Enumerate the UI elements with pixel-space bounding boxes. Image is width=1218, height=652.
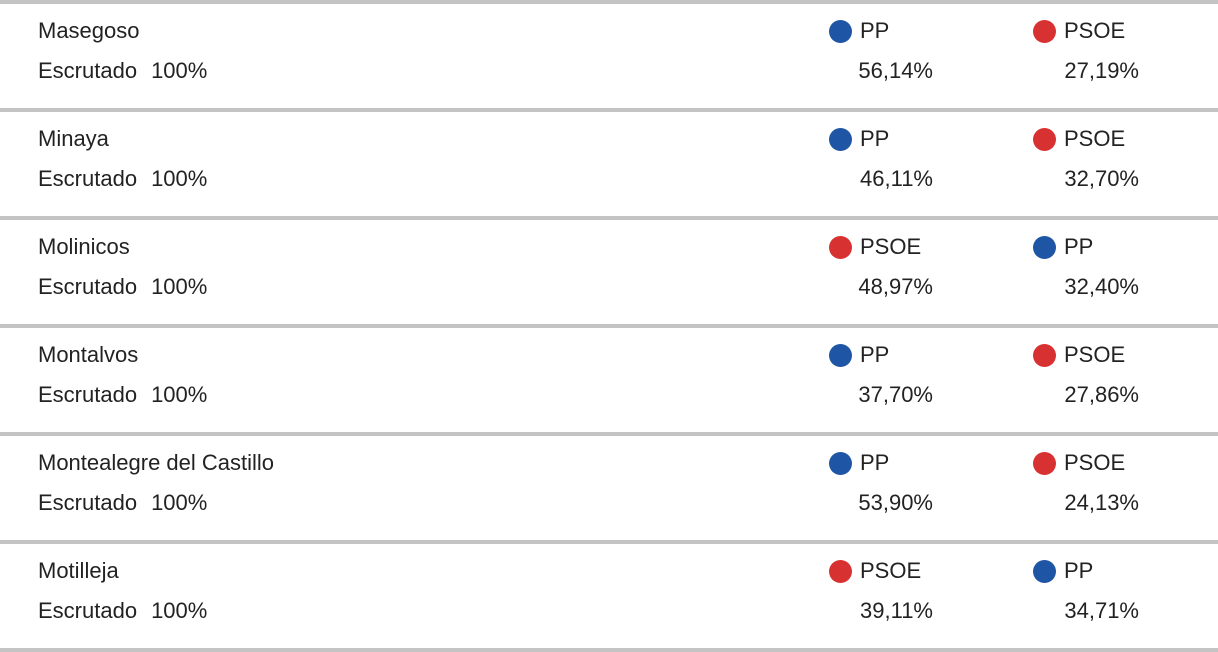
scrutiny-label: Escrutado xyxy=(38,58,138,83)
first-party: PP xyxy=(829,449,889,477)
first-party: PP xyxy=(829,17,889,45)
party-color-dot-icon xyxy=(829,559,852,583)
party-color-dot-icon xyxy=(1033,235,1056,259)
scrutiny-label: Escrutado xyxy=(38,382,138,407)
municipality-name: Montealegre del Castillo xyxy=(38,450,275,475)
scrutiny-percent: 100% xyxy=(151,274,208,299)
party-color-dot-icon xyxy=(829,343,852,367)
party-color-dot-icon xyxy=(829,127,852,151)
first-party-name: PP xyxy=(860,18,890,43)
municipality-row[interactable]: Molinicos Escrutado 100% PSOE 48,97% PP 3… xyxy=(0,216,1218,324)
scrutiny-label: Escrutado xyxy=(38,598,138,623)
second-party-name: PP xyxy=(1064,558,1094,583)
second-party-percent: 27,19% xyxy=(1064,58,1139,83)
scrutiny-percent: 100% xyxy=(151,490,208,515)
second-party-percent: 32,40% xyxy=(1064,274,1139,299)
first-party-name: PP xyxy=(860,450,890,475)
municipality-row[interactable]: Montealegre del Castillo Escrutado 100% P… xyxy=(0,432,1218,540)
second-party-percent: 27,86% xyxy=(1064,382,1139,407)
party-color-dot-icon xyxy=(1033,559,1056,583)
second-party-name: PP xyxy=(1064,234,1094,259)
second-party-name: PSOE xyxy=(1064,18,1126,43)
scrutiny-status: Escrutado 100% xyxy=(38,489,207,517)
scrutiny-status: Escrutado 100% xyxy=(38,57,207,85)
scrutiny-label: Escrutado xyxy=(38,490,138,515)
municipality-name: Motilleja xyxy=(38,558,119,583)
second-party-percent: 32,70% xyxy=(1064,166,1139,191)
municipality-row[interactable]: Minaya Escrutado 100% PP 46,11% PSOE 32,7… xyxy=(0,108,1218,216)
scrutiny-label: Escrutado xyxy=(38,274,138,299)
second-party: PP xyxy=(1033,557,1093,585)
first-party-percent: 39,11% xyxy=(860,598,933,623)
second-party-percent: 34,71% xyxy=(1064,598,1139,623)
first-party: PP xyxy=(829,341,889,369)
second-party: PSOE xyxy=(1033,449,1125,477)
first-party: PSOE xyxy=(829,233,921,261)
scrutiny-percent: 100% xyxy=(151,58,208,83)
municipality-row[interactable]: Motilleja Escrutado 100% PSOE 39,11% PP 3… xyxy=(0,540,1218,652)
first-party-name: PP xyxy=(860,342,890,367)
first-party: PSOE xyxy=(829,557,921,585)
second-party: PSOE xyxy=(1033,341,1125,369)
first-party-name: PP xyxy=(860,126,890,151)
scrutiny-status: Escrutado 100% xyxy=(38,273,207,301)
scrutiny-percent: 100% xyxy=(151,598,208,623)
party-color-dot-icon xyxy=(829,451,852,475)
first-party-name: PSOE xyxy=(860,558,922,583)
scrutiny-status: Escrutado 100% xyxy=(38,597,207,625)
second-party-name: PSOE xyxy=(1064,342,1126,367)
municipality-row[interactable]: Montalvos Escrutado 100% PP 37,70% PSOE 2… xyxy=(0,324,1218,432)
first-party-percent: 56,14% xyxy=(858,58,933,83)
party-color-dot-icon xyxy=(1033,343,1056,367)
municipality-row[interactable]: Masegoso Escrutado 100% PP 56,14% PSOE 27… xyxy=(0,0,1218,108)
scrutiny-status: Escrutado 100% xyxy=(38,165,207,193)
municipality-name: Masegoso xyxy=(38,18,140,43)
first-party-percent: 53,90% xyxy=(858,490,933,515)
second-party-name: PSOE xyxy=(1064,450,1126,475)
first-party: PP xyxy=(829,125,889,153)
party-color-dot-icon xyxy=(1033,127,1056,151)
municipality-name: Minaya xyxy=(38,126,109,151)
scrutiny-percent: 100% xyxy=(151,382,208,407)
second-party: PP xyxy=(1033,233,1093,261)
second-party-name: PSOE xyxy=(1064,126,1126,151)
municipality-name: Molinicos xyxy=(38,234,130,259)
second-party-percent: 24,13% xyxy=(1064,490,1139,515)
first-party-percent: 37,70% xyxy=(858,382,933,407)
party-color-dot-icon xyxy=(1033,19,1056,43)
second-party: PSOE xyxy=(1033,125,1125,153)
scrutiny-status: Escrutado 100% xyxy=(38,381,207,409)
scrutiny-label: Escrutado xyxy=(38,166,138,191)
second-party: PSOE xyxy=(1033,17,1125,45)
scrutiny-percent: 100% xyxy=(151,166,208,191)
municipality-name: Montalvos xyxy=(38,342,139,367)
party-color-dot-icon xyxy=(1033,451,1056,475)
first-party-percent: 48,97% xyxy=(858,274,933,299)
party-color-dot-icon xyxy=(829,19,852,43)
first-party-name: PSOE xyxy=(860,234,922,259)
party-color-dot-icon xyxy=(829,235,852,259)
first-party-percent: 46,11% xyxy=(860,166,933,191)
